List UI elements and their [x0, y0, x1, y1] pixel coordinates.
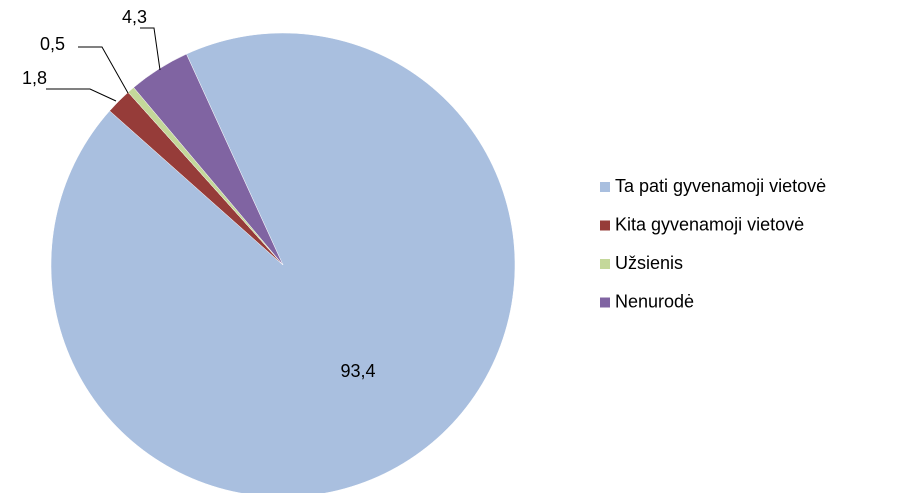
legend-label: Ta pati gyvenamoji vietovė: [615, 176, 826, 196]
data-label: 4,3: [122, 7, 147, 27]
legend-swatch: [600, 220, 610, 231]
legend-label: Kita gyvenamoji vietovė: [615, 214, 804, 234]
leader-line: [78, 46, 129, 94]
legend-label: Nenurodė: [615, 291, 694, 311]
data-label: 0,5: [40, 34, 65, 54]
data-label: 93,4: [340, 361, 375, 381]
leader-line: [46, 88, 117, 102]
legend-swatch: [600, 259, 610, 269]
legend-label: Užsienis: [615, 253, 683, 273]
legend-swatch: [600, 182, 610, 192]
pie-slice: [133, 53, 284, 266]
pie-slice: [50, 32, 516, 493]
leader-line: [140, 27, 161, 71]
data-label: 1,8: [22, 68, 47, 88]
legend-swatch: [600, 297, 610, 308]
